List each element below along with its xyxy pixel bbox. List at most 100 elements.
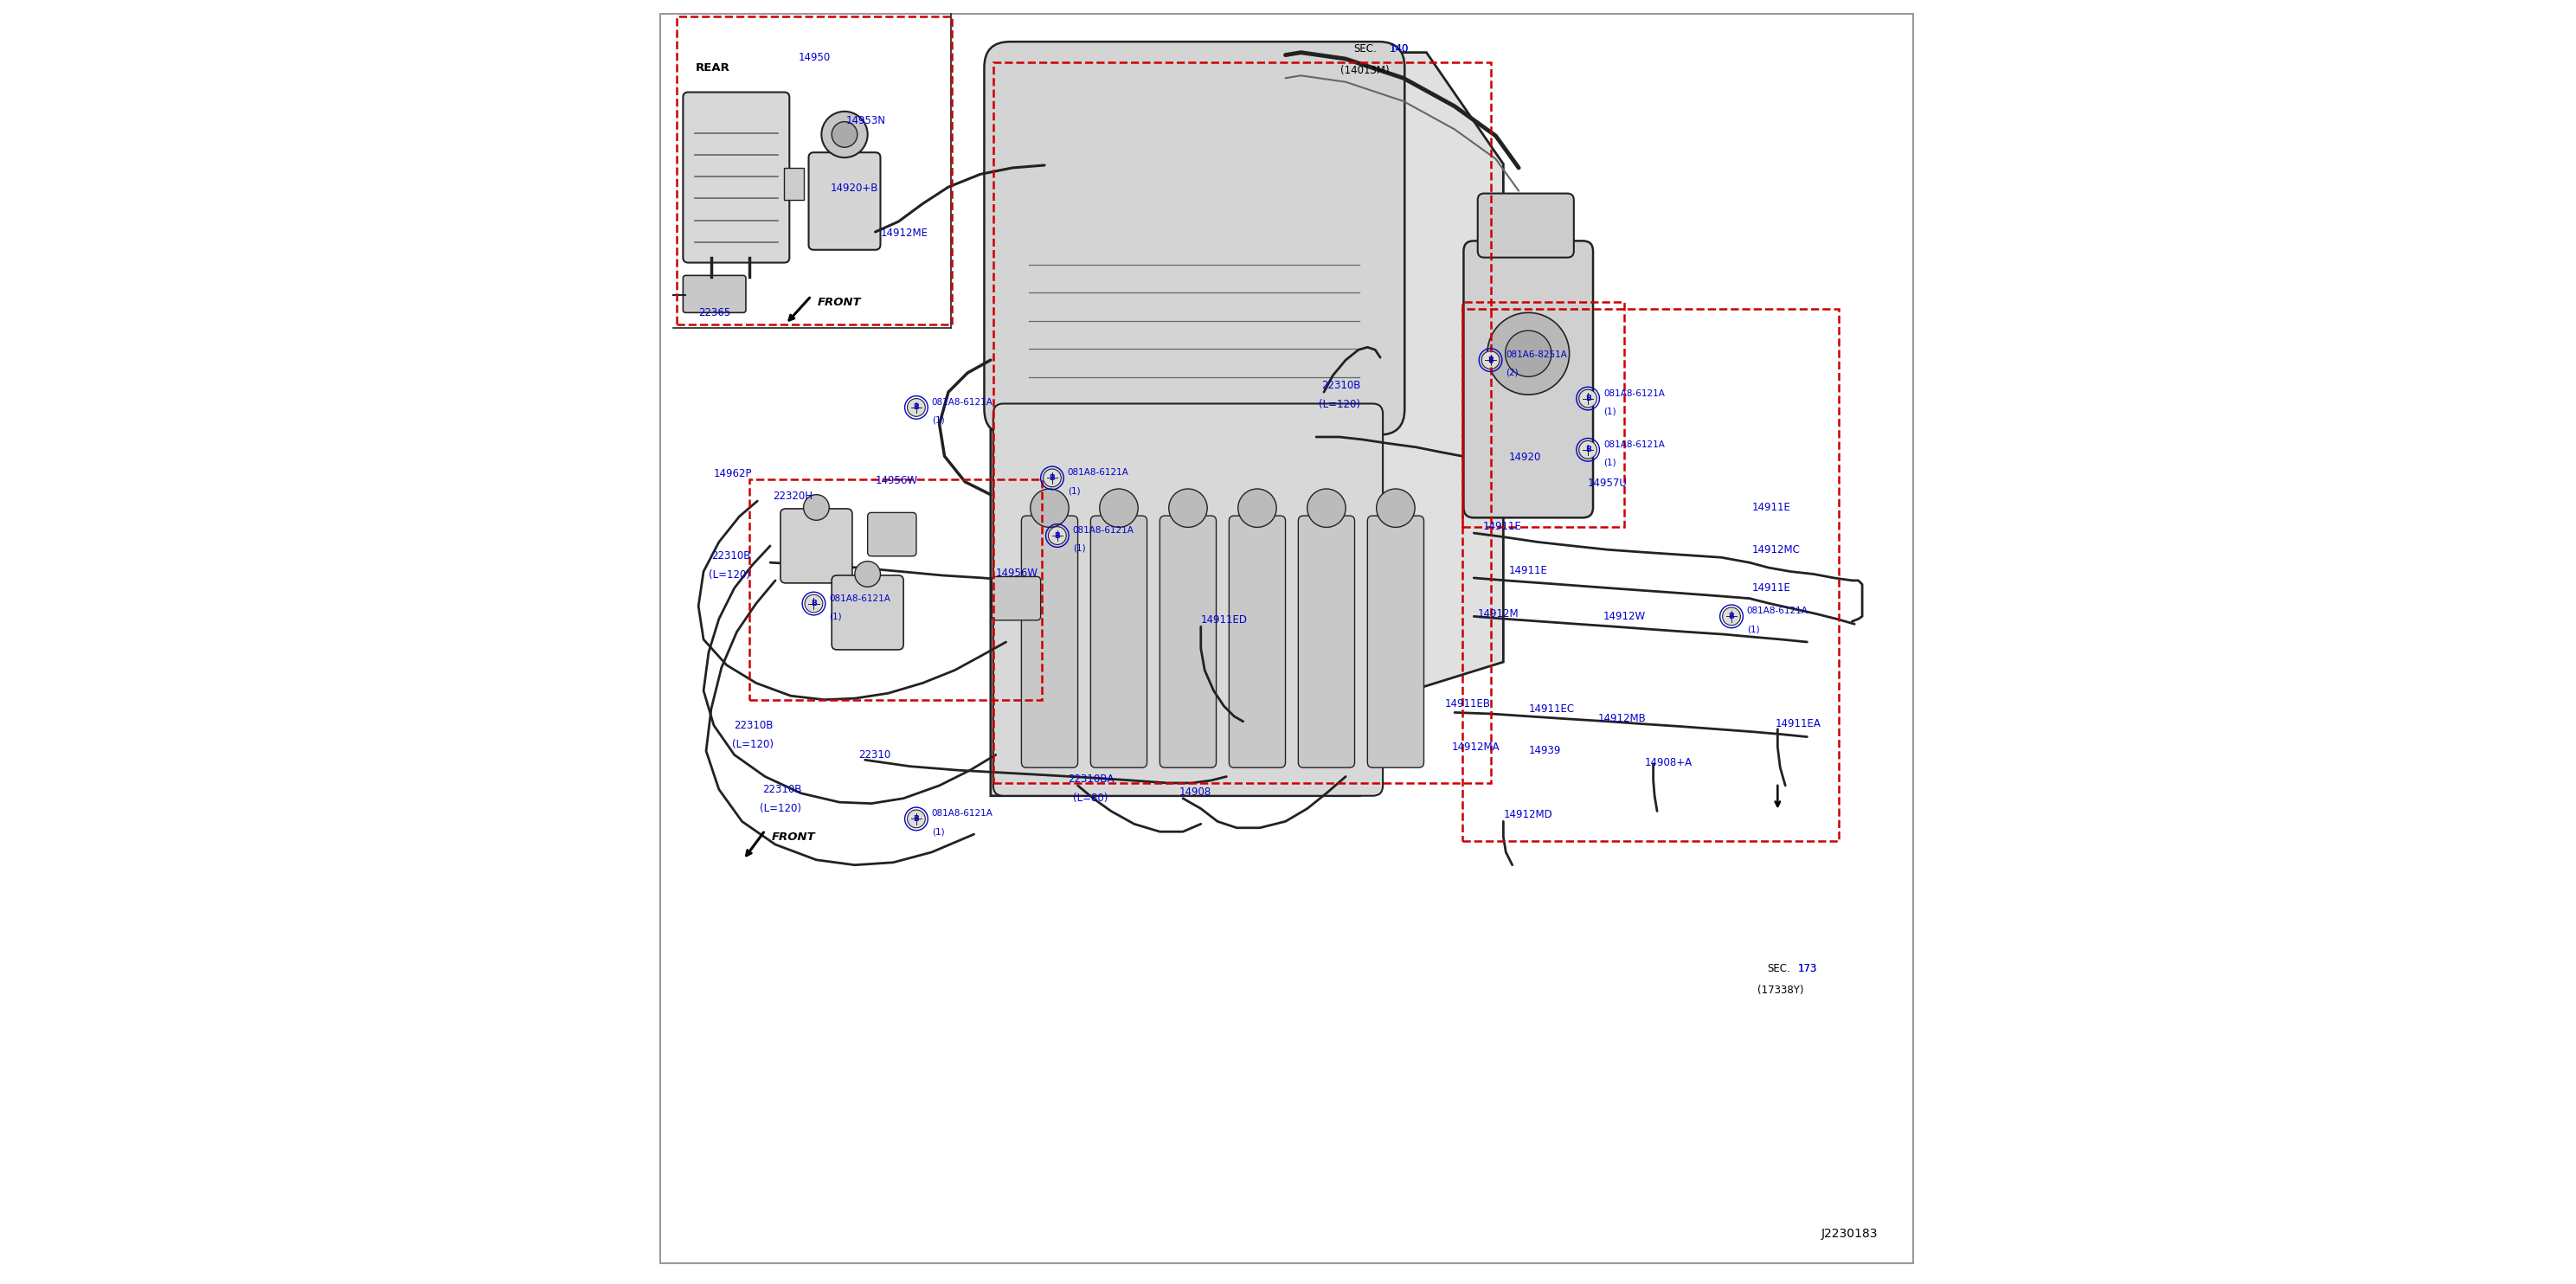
FancyBboxPatch shape	[1229, 516, 1285, 768]
Text: 14911E: 14911E	[1752, 583, 1790, 593]
FancyBboxPatch shape	[868, 512, 917, 556]
Circle shape	[907, 810, 925, 828]
Text: B: B	[1728, 612, 1734, 620]
Text: 14950: 14950	[799, 51, 829, 63]
Text: (1): (1)	[1747, 625, 1759, 633]
Circle shape	[1048, 526, 1066, 544]
Text: 173: 173	[1798, 963, 1819, 975]
Text: J2230183: J2230183	[1821, 1228, 1878, 1240]
Text: REAR: REAR	[696, 62, 732, 73]
Text: B: B	[1048, 474, 1056, 482]
Circle shape	[1100, 489, 1139, 528]
Text: B: B	[1584, 394, 1592, 402]
Polygon shape	[992, 53, 1504, 796]
Circle shape	[1030, 489, 1069, 528]
Text: (1): (1)	[1072, 544, 1084, 553]
Text: 081A8-6121A: 081A8-6121A	[933, 809, 992, 818]
Text: B: B	[914, 815, 920, 823]
Text: 14953N: 14953N	[845, 114, 886, 126]
Text: (L=80): (L=80)	[1072, 792, 1108, 804]
Text: (L=120): (L=120)	[732, 738, 773, 750]
FancyBboxPatch shape	[809, 153, 881, 250]
Text: 14911E: 14911E	[1510, 565, 1548, 575]
Text: 081A8-6121A: 081A8-6121A	[1602, 389, 1664, 398]
Text: SEC.: SEC.	[1352, 42, 1376, 54]
FancyBboxPatch shape	[1023, 516, 1077, 768]
Text: B: B	[1054, 532, 1061, 539]
Text: 14912MD: 14912MD	[1504, 809, 1553, 820]
Bar	[677, 17, 953, 324]
Text: 081A8-6121A: 081A8-6121A	[829, 594, 891, 602]
FancyBboxPatch shape	[781, 508, 853, 583]
Text: (14013M): (14013M)	[1340, 64, 1388, 76]
Circle shape	[1723, 607, 1741, 625]
Text: 14912W: 14912W	[1602, 611, 1646, 621]
Text: (L=120): (L=120)	[760, 802, 801, 814]
Text: 14908: 14908	[1180, 786, 1211, 797]
Text: (1): (1)	[933, 827, 945, 836]
Text: 22365: 22365	[698, 307, 732, 318]
Bar	[994, 63, 1492, 783]
Text: B: B	[811, 600, 817, 607]
FancyBboxPatch shape	[1159, 516, 1216, 768]
Text: 22310B: 22310B	[734, 719, 773, 731]
Circle shape	[804, 594, 822, 612]
Text: 14939: 14939	[1530, 745, 1561, 756]
FancyBboxPatch shape	[984, 41, 1404, 435]
Text: 22310: 22310	[858, 749, 891, 760]
Circle shape	[907, 398, 925, 416]
Text: 14911E: 14911E	[1484, 521, 1522, 533]
Circle shape	[1481, 351, 1499, 369]
FancyBboxPatch shape	[683, 92, 788, 263]
Bar	[1463, 308, 1839, 841]
Text: 14912MC: 14912MC	[1752, 544, 1801, 556]
FancyBboxPatch shape	[832, 575, 904, 650]
Text: (2): (2)	[1507, 369, 1517, 377]
Text: 14912M: 14912M	[1479, 609, 1520, 619]
Text: (1): (1)	[829, 612, 842, 620]
Bar	[750, 479, 1041, 700]
Text: (1): (1)	[1602, 458, 1615, 467]
FancyBboxPatch shape	[992, 577, 1041, 620]
Text: 14911ED: 14911ED	[1200, 615, 1247, 625]
Text: (1): (1)	[1066, 487, 1079, 496]
Circle shape	[822, 112, 868, 158]
Text: 14911EA: 14911EA	[1775, 719, 1821, 729]
FancyBboxPatch shape	[683, 276, 747, 312]
Text: 14920: 14920	[1510, 452, 1540, 464]
Text: (17338Y): (17338Y)	[1757, 985, 1803, 996]
Text: 22310BA: 22310BA	[1066, 773, 1113, 785]
Text: 081A8-6121A: 081A8-6121A	[1066, 469, 1128, 478]
Text: 140: 140	[1388, 42, 1409, 54]
Text: 14957U: 14957U	[1587, 478, 1628, 489]
Circle shape	[1170, 489, 1208, 528]
Text: 081A8-6121A: 081A8-6121A	[1602, 440, 1664, 449]
Text: 14956W: 14956W	[876, 475, 917, 487]
Text: 14911E: 14911E	[1752, 502, 1790, 514]
Text: 22310B: 22310B	[711, 551, 750, 562]
Text: 14911EC: 14911EC	[1530, 704, 1574, 714]
Text: FRONT: FRONT	[770, 831, 814, 842]
Circle shape	[832, 122, 858, 148]
FancyBboxPatch shape	[1479, 194, 1574, 258]
Text: (L=120): (L=120)	[1319, 399, 1360, 411]
Text: B: B	[1584, 446, 1592, 453]
Text: 081A8-6121A: 081A8-6121A	[933, 398, 992, 407]
Text: 14956W: 14956W	[997, 568, 1038, 578]
Text: 14912MB: 14912MB	[1597, 714, 1646, 724]
FancyBboxPatch shape	[1463, 241, 1592, 517]
Circle shape	[1376, 489, 1414, 528]
Text: 173: 173	[1798, 963, 1819, 975]
Text: 140: 140	[1388, 42, 1409, 54]
Text: 22310B: 22310B	[762, 783, 801, 795]
Circle shape	[804, 494, 829, 520]
Text: SEC.: SEC.	[1767, 963, 1790, 975]
Text: 081A8-6121A: 081A8-6121A	[1072, 526, 1133, 535]
Text: FRONT: FRONT	[817, 297, 860, 308]
Text: (1): (1)	[933, 416, 945, 425]
Text: 22320H: 22320H	[773, 490, 811, 502]
Circle shape	[1486, 312, 1569, 394]
Text: (L=120): (L=120)	[708, 570, 750, 580]
Text: B: B	[1486, 356, 1494, 363]
Text: 14912ME: 14912ME	[881, 227, 927, 239]
